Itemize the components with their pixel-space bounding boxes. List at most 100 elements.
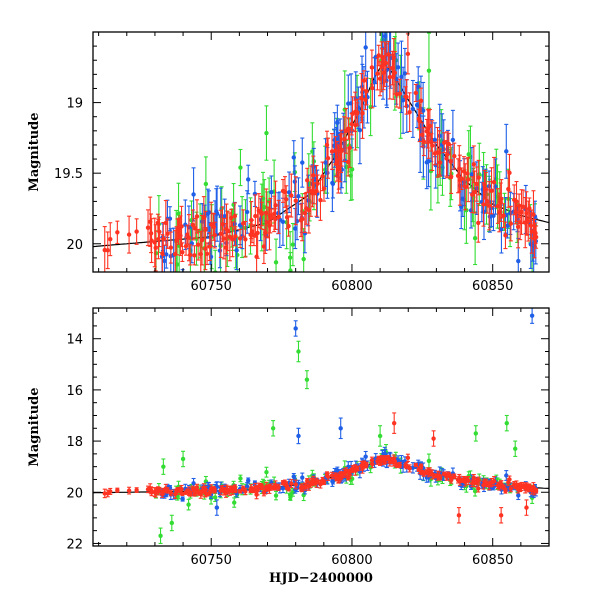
top-data-point-red: [474, 166, 479, 202]
top-data-point-red: [508, 205, 514, 242]
bottom-data-point-red: [476, 476, 481, 484]
top-data-point-red: [318, 179, 323, 221]
bottom-y-tick-label: 22: [66, 537, 83, 552]
top-data-point-red: [499, 179, 504, 219]
top-data-point-red: [115, 220, 120, 245]
bottom-data-point-red: [115, 487, 120, 493]
top-data-point-red: [180, 242, 185, 263]
bottom-y-tick-label: 18: [66, 435, 83, 450]
bottom-data-point-red: [273, 480, 278, 491]
bottom-data-point-green: [169, 514, 175, 532]
top-data-point-blue: [491, 200, 496, 232]
bottom-x-tick-label: 60850: [472, 553, 513, 568]
bottom-data-point-green: [180, 450, 186, 468]
top-data-point-red: [299, 196, 305, 242]
top-axes: 60750 60800 60850 19 19.5 20: [54, 31, 550, 294]
top-data-point-red: [325, 137, 331, 179]
top-data-point-red: [126, 215, 132, 254]
bottom-data-point-red: [329, 471, 335, 480]
bottom-data-point-red: [508, 484, 514, 493]
bottom-data-point-red: [293, 479, 298, 490]
top-data-point-blue: [246, 164, 251, 195]
top-data-point-blue: [222, 198, 227, 234]
bottom-data-point-red: [212, 487, 217, 494]
bottom-data-point-red: [448, 476, 454, 484]
top-data-point-red: [273, 180, 278, 231]
top-data-point-red: [249, 219, 255, 244]
top-data-point-red: [276, 199, 281, 234]
bottom-data-point-red: [489, 477, 494, 488]
bottom-x-tick-label: 60750: [191, 553, 232, 568]
bottom-data-point-red: [240, 485, 246, 492]
top-data-point-red: [471, 145, 477, 184]
top-data-point-red: [284, 185, 289, 214]
top-data-point-red: [221, 217, 227, 260]
bottom-data-point-red: [397, 461, 402, 469]
top-data-point-red: [341, 116, 347, 163]
top-data-point-red: [463, 163, 468, 211]
top-data-point-red: [387, 54, 393, 100]
top-data-point-red: [149, 218, 154, 264]
top-data-point-green: [273, 238, 279, 272]
bottom-data-point-red: [289, 479, 294, 488]
top-y-tick-label: 19: [66, 97, 83, 112]
top-data-point-red: [286, 215, 291, 237]
top-data-point-green: [238, 148, 243, 187]
top-data-point-red: [240, 209, 246, 238]
bottom-data-point-red: [413, 462, 419, 468]
top-data-point-red: [452, 142, 457, 170]
top-data-point-red: [225, 210, 230, 252]
top-y-tick-label: 19.5: [54, 167, 83, 182]
top-data-point-red: [459, 167, 464, 191]
top-data-point-red: [194, 199, 200, 234]
top-data-point-red: [430, 120, 435, 172]
bottom-data-point-red: [491, 476, 497, 487]
top-data-point-red: [533, 225, 539, 249]
top-data-point-red: [145, 209, 151, 247]
top-data-point-red: [192, 245, 197, 266]
bottom-data-point-red: [259, 484, 264, 490]
bottom-data-point-blue: [300, 472, 305, 483]
top-data-point-red: [183, 236, 189, 256]
bottom-data-point-blue: [246, 477, 251, 484]
bottom-data-point-red: [407, 464, 412, 473]
top-data-point-red: [448, 159, 454, 194]
top-data-point-green: [232, 275, 236, 327]
top-data-point-red: [233, 226, 238, 247]
top-data-point-red: [405, 33, 411, 75]
top-data-point-red: [442, 132, 447, 154]
top-data-point-red: [432, 141, 438, 166]
top-data-point-blue: [180, 269, 185, 272]
top-data-point-red: [187, 244, 193, 266]
bottom-x-axis-label: HJD−2400000: [269, 571, 373, 586]
bottom-data-point-red: [126, 486, 132, 495]
bottom-plot-area: [93, 308, 549, 544]
top-light-curve-panel: 60750 60800 60850 19 19.5 20 Magnitude: [27, 31, 550, 327]
top-y-axis-label: Magnitude: [27, 112, 42, 191]
top-data-point-red: [153, 224, 158, 272]
top-data-point-red: [484, 189, 490, 214]
top-data-point-red: [177, 217, 182, 240]
bottom-data-point-green: [158, 527, 163, 544]
bottom-data-point-green: [161, 458, 166, 475]
top-data-point-red: [165, 218, 170, 249]
top-data-point-red: [190, 209, 196, 241]
top-data-point-red: [293, 176, 298, 226]
top-data-point-red: [232, 202, 238, 230]
bottom-data-point-green: [238, 474, 243, 483]
top-data-point-blue: [296, 177, 301, 216]
top-data-point-green: [262, 179, 267, 236]
top-data-point-green: [264, 105, 269, 161]
top-data-point-red: [418, 87, 424, 114]
top-data-point-red: [383, 43, 389, 83]
top-x-tick-label: 60850: [472, 279, 513, 294]
top-data-point-red: [503, 221, 508, 250]
bottom-x-tick-label: 60800: [331, 553, 372, 568]
bottom-data-point-red: [503, 487, 508, 494]
bottom-data-point-red: [161, 487, 166, 495]
top-data-point-red: [204, 242, 210, 266]
bottom-data-point-red: [437, 474, 443, 481]
top-plot-area: [93, 32, 549, 327]
bottom-data-point-red: [498, 507, 504, 524]
top-data-point-blue: [410, 79, 416, 138]
